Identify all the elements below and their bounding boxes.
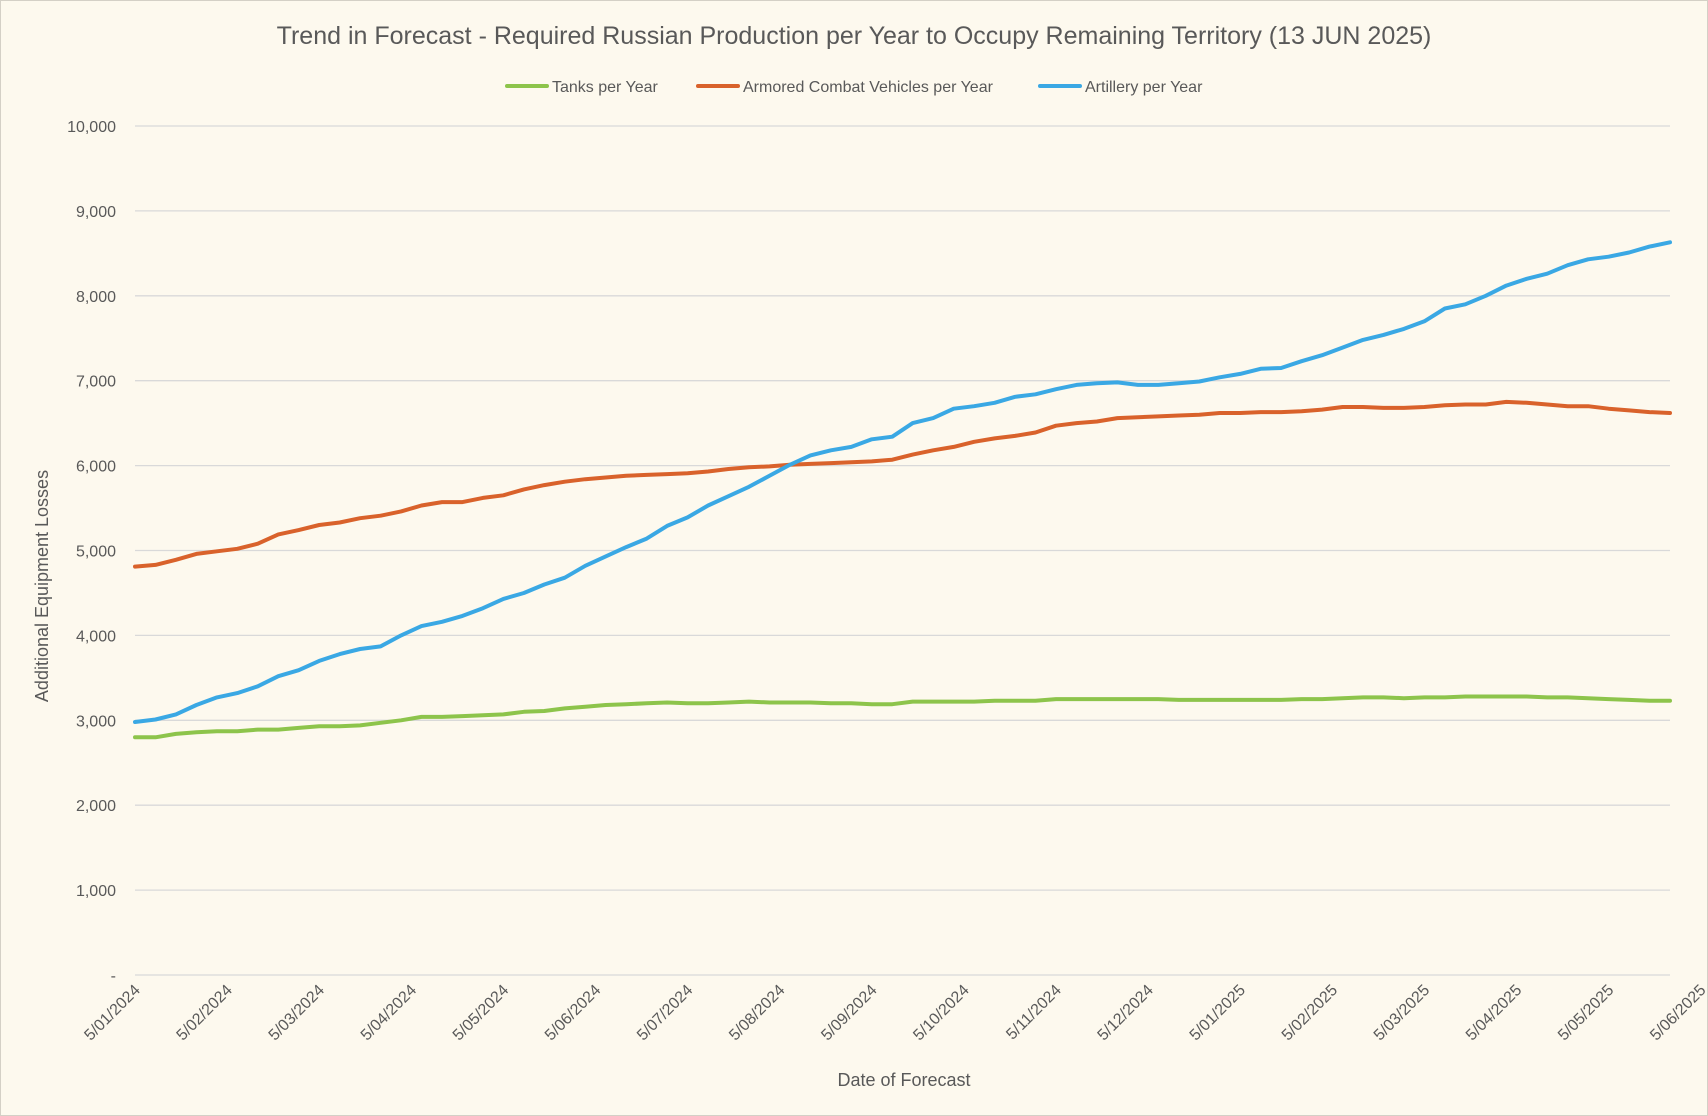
gridlines (135, 125, 1670, 976)
y-tick-label: - (111, 968, 116, 985)
x-tick-label: 5/05/2024 (450, 982, 512, 1044)
x-tick-label: 5/08/2024 (726, 982, 788, 1044)
x-axis-ticks: 5/01/2024 5/02/2024 5/03/2024 5/04/2024 5/05… (81, 982, 1707, 1044)
x-tick-label: 5/05/2025 (1555, 982, 1617, 1044)
legend-item-armored-combat-vehicles: Armored Combat Vehicles per Year (696, 79, 994, 96)
y-tick-label: 8,000 (76, 289, 116, 306)
x-tick-label: 5/06/2024 (542, 982, 604, 1044)
y-tick-label: 3,000 (76, 713, 116, 730)
x-tick-label: 5/10/2024 (910, 982, 972, 1044)
tanks-series-line (133, 694, 1672, 740)
y-tick-label: 5,000 (76, 544, 116, 561)
legend-item-tanks: Tanks per Year (505, 79, 659, 96)
artillery-series-line (133, 240, 1672, 724)
x-tick-label: 5/01/2025 (1187, 982, 1249, 1044)
legend-label-tanks: Tanks per Year (552, 79, 659, 96)
x-tick-label: 5/07/2024 (634, 982, 696, 1044)
chart-title: Trend in Forecast - Required Russian Pro… (277, 22, 1432, 50)
y-tick-label: 9,000 (76, 204, 116, 221)
y-tick-label: 10,000 (67, 119, 116, 136)
x-tick-label: 5/09/2024 (818, 982, 880, 1044)
armored-combat-vehicles-series-line (133, 399, 1672, 569)
y-tick-label: 6,000 (76, 459, 116, 476)
y-tick-label: 4,000 (76, 628, 116, 645)
x-tick-label: 5/12/2024 (1095, 982, 1157, 1044)
x-tick-label: 5/03/2024 (266, 982, 328, 1044)
x-tick-label: 5/06/2025 (1647, 982, 1707, 1044)
y-tick-label: 7,000 (76, 374, 116, 391)
x-tick-label: 5/02/2024 (174, 982, 236, 1044)
x-tick-label: 5/01/2024 (81, 982, 143, 1044)
y-axis-ticks: - 1,000 2,000 3,000 4,000 5,000 6,000 7,000 8,00… (67, 119, 116, 985)
y-axis-title: Additional Equipment Losses (32, 470, 52, 702)
legend-item-artillery: Artillery per Year (1038, 79, 1203, 96)
y-tick-label: 1,000 (76, 883, 116, 900)
y-tick-label: 2,000 (76, 798, 116, 815)
series-lines (133, 240, 1672, 740)
x-tick-label: 5/03/2025 (1371, 982, 1433, 1044)
legend: Tanks per Year Armored Combat Vehicles p… (505, 79, 1203, 96)
x-tick-label: 5/04/2025 (1463, 982, 1525, 1044)
x-tick-label: 5/02/2025 (1279, 982, 1341, 1044)
legend-label-artillery: Artillery per Year (1085, 79, 1203, 96)
legend-label-armored-combat-vehicles: Armored Combat Vehicles per Year (743, 79, 994, 96)
x-tick-label: 5/11/2024 (1003, 982, 1065, 1044)
x-axis-title: Date of Forecast (837, 1070, 970, 1090)
x-tick-label: 5/04/2024 (358, 982, 420, 1044)
